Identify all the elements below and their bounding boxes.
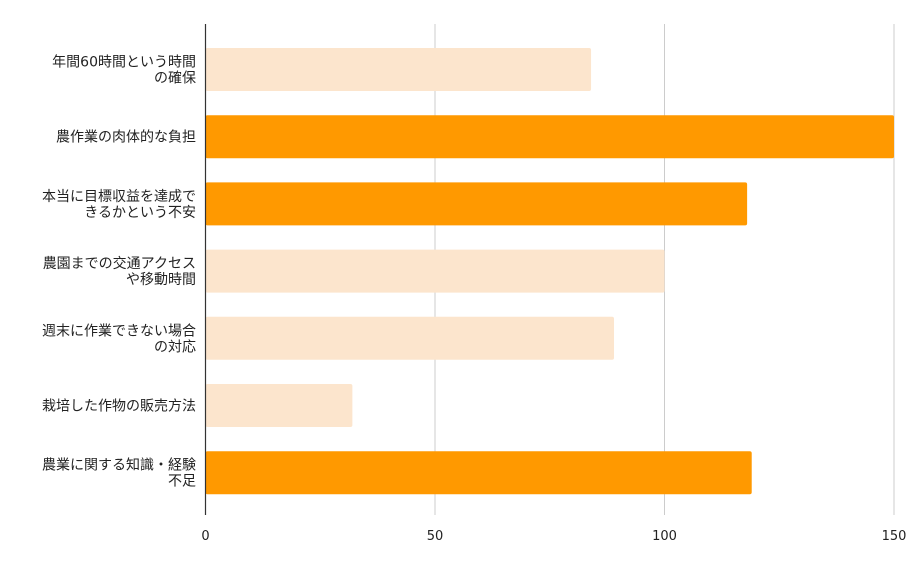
x-tick-label: 0 [201, 529, 209, 544]
category-labels: 年間60時間という時間の確保農作業の肉体的な負担本当に目標収益を達成できるかとい… [42, 55, 196, 490]
category-label: 農園までの交通アクセスや移動時間 [43, 255, 196, 288]
category-label: 農業に関する知識・経験不足 [42, 457, 196, 490]
category-label: 週末に作業できない場合の対応 [42, 323, 196, 355]
x-tick-label: 50 [427, 529, 444, 544]
bar [205, 115, 894, 159]
bar [205, 249, 665, 293]
x-tick-label: 100 [652, 529, 677, 544]
category-label-line: 本当に目標収益を達成で [42, 189, 196, 205]
category-label-line: 週末に作業できない場合 [42, 323, 196, 339]
bar [205, 182, 748, 226]
category-label-line: の確保 [154, 71, 196, 87]
category-label-line: 農業に関する知識・経験 [42, 457, 196, 474]
category-label-line: 農園までの交通アクセス [43, 255, 196, 272]
x-tick-labels: 0 50 100 150 [201, 529, 906, 544]
category-label: 農作業の肉体的な負担 [56, 130, 196, 146]
category-label-line: や移動時間 [126, 272, 196, 288]
category-label-line: 不足 [168, 474, 196, 490]
category-label-line: の対応 [154, 339, 196, 355]
x-tick-label: 150 [882, 529, 907, 544]
category-label-line: 農作業の肉体的な負担 [56, 130, 196, 146]
bars [205, 48, 894, 495]
category-label-line: 年間60時間という時間 [52, 55, 196, 71]
category-label: 年間60時間という時間の確保 [52, 55, 196, 87]
bar [205, 316, 615, 360]
bar [205, 48, 592, 91]
category-label-line: きるかという不安 [84, 205, 196, 221]
category-label-line: 栽培した作物の販売方法 [42, 399, 196, 415]
category-label: 本当に目標収益を達成できるかという不安 [42, 189, 196, 221]
bar [205, 451, 752, 495]
category-label: 栽培した作物の販売方法 [42, 399, 196, 415]
bar [205, 384, 353, 427]
